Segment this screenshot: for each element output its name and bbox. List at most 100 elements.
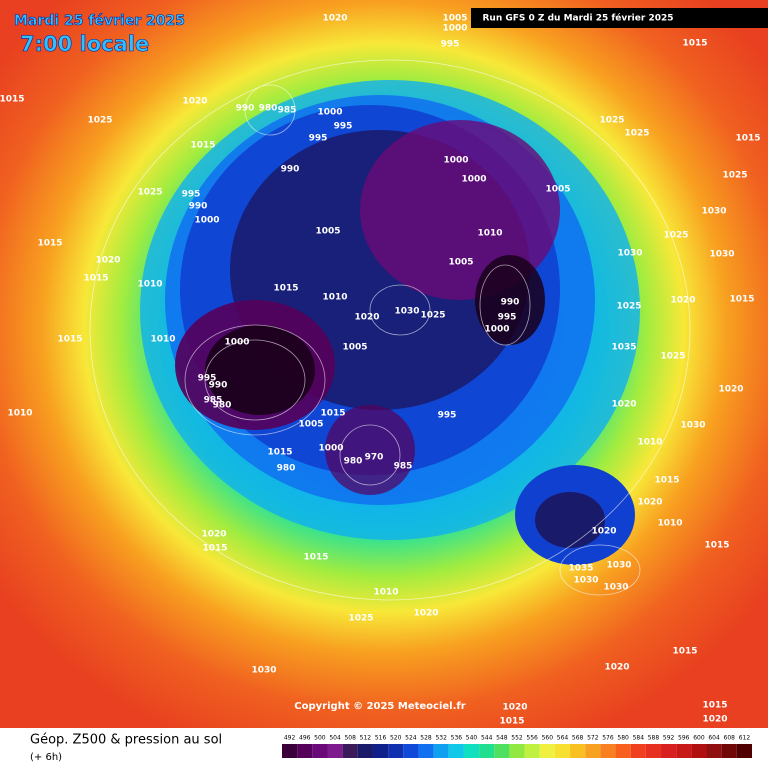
colorbar-swatch bbox=[524, 744, 540, 758]
colorbar-swatch bbox=[312, 744, 328, 758]
colorbar-tick-label: 564 bbox=[557, 735, 569, 742]
pressure-label: 1015 bbox=[654, 476, 679, 486]
colorbar-swatch bbox=[736, 744, 752, 758]
pressure-label: 1005 bbox=[298, 420, 323, 430]
pressure-label: 1005 bbox=[545, 185, 570, 195]
pressure-label: 980 bbox=[277, 464, 296, 474]
pressure-label: 1020 bbox=[502, 703, 527, 713]
pressure-label: 1005 bbox=[442, 14, 467, 24]
trough-core bbox=[205, 325, 315, 415]
colorbar: 492 496 500 504 508 512 516 520 524 528 532 536 540 5… bbox=[282, 735, 752, 758]
colorbar-tick-label: 508 bbox=[344, 735, 356, 742]
colorbar-tick-label: 584 bbox=[633, 735, 645, 742]
colorbar-tick-label: 588 bbox=[648, 735, 660, 742]
colorbar-swatch bbox=[676, 744, 692, 758]
pressure-label: 990 bbox=[209, 381, 228, 391]
colorbar-tick-label: 504 bbox=[329, 735, 341, 742]
pressure-label: 995 bbox=[438, 411, 457, 421]
colorbar-swatch bbox=[297, 744, 313, 758]
pressure-label: 1030 bbox=[573, 576, 598, 586]
pressure-label: 1000 bbox=[443, 156, 468, 166]
pressure-label: 1010 bbox=[7, 409, 32, 419]
run-box bbox=[471, 8, 768, 28]
pressure-label: 1010 bbox=[150, 335, 175, 345]
pressure-label: 1015 bbox=[202, 544, 227, 554]
colorbar-tick-label: 520 bbox=[390, 735, 402, 742]
pressure-label: 1030 bbox=[251, 666, 276, 676]
colorbar-swatch bbox=[721, 744, 737, 758]
pressure-labels: 1020 1005 1000 995 1015 1015 1020 990 980 985 1000… bbox=[0, 14, 761, 727]
pressure-label: 1020 bbox=[182, 97, 207, 107]
pressure-label: 985 bbox=[204, 396, 223, 406]
colorbar-tick-label: 556 bbox=[526, 735, 538, 742]
colorbar-tick-label: 496 bbox=[299, 735, 311, 742]
trough bbox=[325, 405, 415, 495]
pressure-label: 1015 bbox=[729, 295, 754, 305]
cutoff-core bbox=[535, 492, 605, 548]
colorbar-swatch bbox=[327, 744, 343, 758]
pressure-label: 1025 bbox=[660, 352, 685, 362]
pressure-label: 1025 bbox=[722, 171, 747, 181]
colorbar-swatch bbox=[539, 744, 555, 758]
pressure-label: 1035 bbox=[568, 564, 593, 574]
colorbar-swatch bbox=[494, 744, 510, 758]
pressure-label: 1025 bbox=[348, 614, 373, 624]
colorbar-tick-label: 544 bbox=[481, 735, 493, 742]
pressure-label: 995 bbox=[441, 40, 460, 50]
pressure-label: 1025 bbox=[420, 311, 445, 321]
pressure-label: 1015 bbox=[267, 448, 292, 458]
colorbar-swatch bbox=[418, 744, 434, 758]
colorbar-tick-label: 612 bbox=[739, 735, 751, 742]
pressure-label: 1000 bbox=[318, 444, 343, 454]
colorbar-tick-label: 492 bbox=[284, 735, 296, 742]
pressure-label: 1015 bbox=[37, 239, 62, 249]
colorbar-tick-label: 524 bbox=[405, 735, 417, 742]
colorbar-tick-label: 568 bbox=[572, 735, 584, 742]
pressure-label: 1020 bbox=[95, 256, 120, 266]
colorbar-swatch bbox=[691, 744, 707, 758]
isobars bbox=[89, 59, 691, 601]
colorbar-tick-label: 532 bbox=[435, 735, 447, 742]
pressure-label: 1000 bbox=[224, 338, 249, 348]
date: Mardi 25 février 2025 bbox=[14, 13, 185, 29]
colorbar-swatch bbox=[509, 744, 525, 758]
pressure-label: 1015 bbox=[83, 274, 108, 284]
pressure-label: 1025 bbox=[616, 302, 641, 312]
colorbar-tick-label: 560 bbox=[542, 735, 554, 742]
pressure-label: 1030 bbox=[617, 249, 642, 259]
colorbar-tick-label: 500 bbox=[314, 735, 326, 742]
pressure-label: 1020 bbox=[718, 385, 743, 395]
colorbar-swatch bbox=[554, 744, 571, 758]
colorbar-swatch bbox=[585, 744, 601, 758]
colorbar-tick-label: 572 bbox=[587, 735, 599, 742]
pressure-label: 995 bbox=[198, 374, 217, 384]
colorbar-tick-label: 528 bbox=[420, 735, 432, 742]
colorbar-swatch bbox=[615, 744, 631, 758]
pressure-label: 1015 bbox=[682, 39, 707, 49]
isobar bbox=[184, 324, 326, 436]
pressure-label: 1025 bbox=[87, 116, 112, 126]
pressure-label: 980 bbox=[259, 104, 278, 114]
pressure-label: 1020 bbox=[322, 14, 347, 24]
pressure-label: 1020 bbox=[201, 530, 226, 540]
colorbar-tick-label: 596 bbox=[678, 735, 690, 742]
pressure-label: 1010 bbox=[137, 280, 162, 290]
pressure-label: 1020 bbox=[611, 400, 636, 410]
colorbar-tick-label: 540 bbox=[466, 735, 478, 742]
pressure-label: 985 bbox=[394, 462, 413, 472]
pressure-label: 1025 bbox=[624, 129, 649, 139]
pressure-label: 1015 bbox=[303, 553, 328, 563]
field bbox=[0, 0, 768, 728]
colorbar-tick-label: 608 bbox=[724, 735, 736, 742]
colorbar-tick-label: 604 bbox=[708, 735, 720, 742]
pressure-label: 1010 bbox=[477, 229, 502, 239]
pressure-label: 1010 bbox=[322, 293, 347, 303]
pressure-label: 1010 bbox=[657, 519, 682, 529]
colorbar-swatch bbox=[661, 744, 677, 758]
pressure-label: 995 bbox=[182, 190, 201, 200]
pressure-label: 1005 bbox=[448, 258, 473, 268]
run-info: Run GFS 0 Z du Mardi 25 février 2025 bbox=[483, 13, 674, 24]
pressure-label: 995 bbox=[498, 313, 517, 323]
pressure-label: 1015 bbox=[702, 701, 727, 711]
